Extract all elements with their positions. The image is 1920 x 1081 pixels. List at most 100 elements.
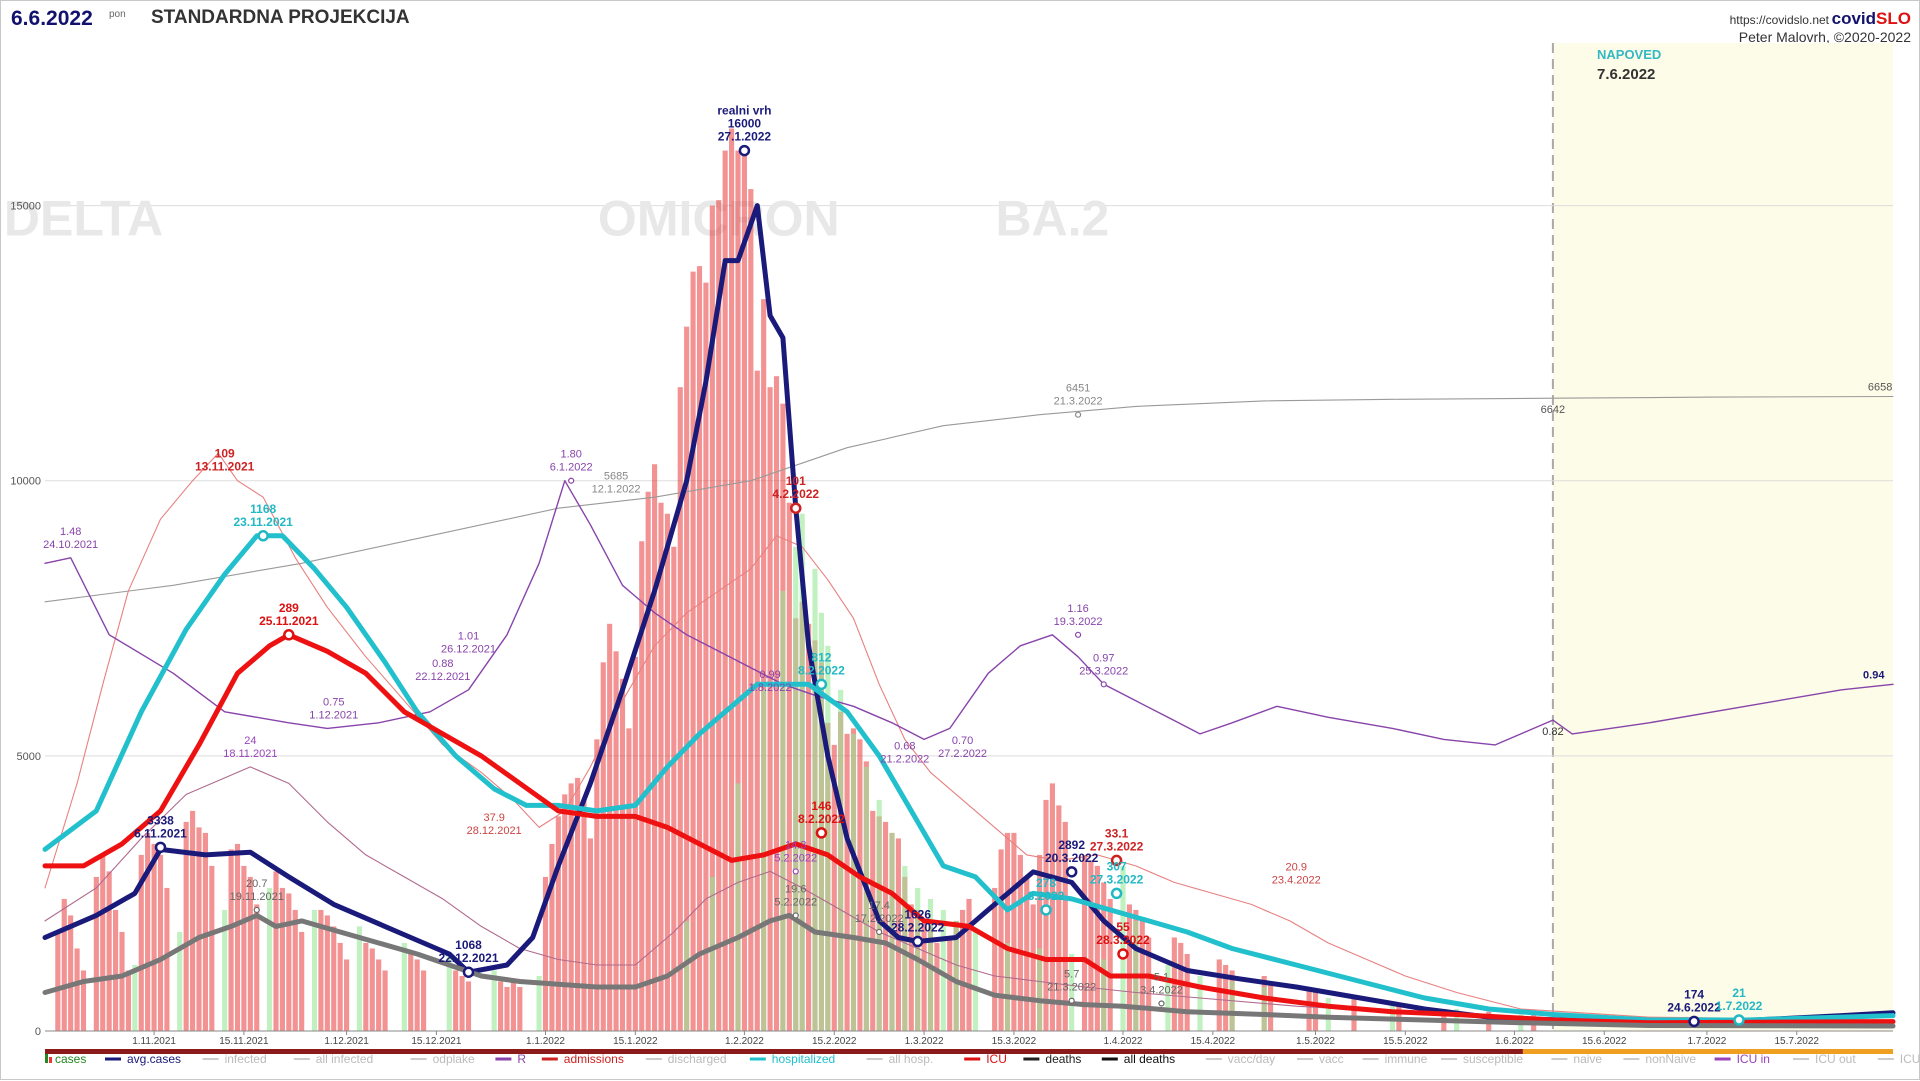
legend-item-vacc[interactable]: vacc: [1297, 1052, 1344, 1066]
cases-bar: [562, 794, 568, 1031]
annotation-text: 13.11.2021: [195, 460, 255, 474]
legend-item-deaths[interactable]: deaths: [1023, 1052, 1081, 1066]
legend-item-icu-out[interactable]: ICU out: [1793, 1052, 1856, 1066]
cases-bar: [619, 678, 626, 1031]
cases-bar: [363, 942, 369, 1031]
cases-bar: [517, 986, 523, 1031]
legend-item-discharged[interactable]: discharged: [645, 1052, 727, 1066]
x-tick-label: 15.12.2021: [411, 1036, 461, 1047]
annotation-text: 24.10.2021: [43, 539, 98, 551]
legend: cases avg.cases infected all infected odplak…: [45, 1052, 1920, 1066]
cases-bar: [1101, 882, 1107, 1031]
forecast-label: NAPOVED: [1597, 47, 1661, 62]
legend-bar-icon: [49, 1057, 52, 1063]
legend-item-all-deaths[interactable]: all deaths: [1101, 1052, 1175, 1066]
annotation-text: 1.01: [458, 630, 479, 642]
cases-bar: [709, 205, 715, 1031]
cases-bar: [632, 656, 638, 1031]
annotation-marker: [815, 678, 828, 691]
legend-item-odplake[interactable]: odplake: [410, 1052, 475, 1066]
icu_daily-line: [44, 766, 1894, 1021]
legend-item-icu-in[interactable]: ICU in: [1714, 1052, 1770, 1066]
annotation-text: realni vrh: [717, 104, 771, 118]
annotation-text: 8.2.2022: [798, 812, 845, 826]
cases-bar: [1030, 904, 1036, 1031]
cases-bar: [93, 876, 99, 1031]
legend-bar-icon: [45, 1054, 48, 1063]
cases-bar: [1312, 992, 1319, 1031]
annotation-text: 25.3.2022: [1079, 665, 1128, 677]
annotation-text: 19.6: [785, 883, 806, 895]
legend-item-all-hosp-[interactable]: all hosp.: [866, 1052, 934, 1066]
cases-bar: [1146, 937, 1152, 1031]
cases-bar: [453, 970, 459, 1031]
legend-item-hospitalized[interactable]: hospitalized: [749, 1052, 835, 1066]
legend-item-r[interactable]: R: [495, 1052, 526, 1066]
legend-item-immune[interactable]: immune: [1362, 1052, 1428, 1066]
legend-label: all hosp.: [889, 1052, 934, 1066]
hospitalized_daily-bar: [311, 909, 318, 1031]
site-url[interactable]: https://covidslo.net: [1729, 13, 1829, 27]
annotation-text: 109: [215, 447, 235, 461]
hospitalized_daily-bar: [793, 546, 799, 1031]
legend-label: admissions: [564, 1052, 624, 1066]
legend-item-nonnaive[interactable]: nonNaive: [1623, 1052, 1696, 1066]
variant-label: DELTA: [4, 191, 163, 247]
annotation-text: 22.12.2021: [438, 951, 498, 965]
annotation-marker: [815, 827, 828, 839]
x-tick-label: 1.3.2022: [905, 1036, 944, 1047]
legend-label: discharged: [668, 1052, 727, 1066]
annotation-text: 5685: [604, 471, 628, 483]
variant-labels: DELTA OMICRON BA.2: [4, 191, 1109, 247]
inline-value-label: 0.94: [1863, 669, 1885, 681]
cases-bar: [992, 887, 998, 1031]
legend-item-susceptible[interactable]: susceptible: [1441, 1052, 1523, 1066]
x-tick-label: 1.4.2022: [1104, 1036, 1143, 1047]
legend-item-icu-deaths[interactable]: ICU deaths: [1877, 1052, 1920, 1066]
legend-item-cases[interactable]: cases: [45, 1052, 86, 1066]
annotation-text: 278: [1036, 876, 1056, 890]
cases-bar: [100, 854, 106, 1031]
legend-label: immune: [1385, 1052, 1428, 1066]
annotation-text: 27.3.2022: [1090, 839, 1144, 853]
cases-bar: [273, 871, 279, 1031]
legend-item-vacc-day[interactable]: vacc/day: [1205, 1052, 1275, 1066]
legend-item-icu[interactable]: ICU: [964, 1052, 1007, 1066]
hospitalized_daily-bar: [972, 931, 978, 1031]
gridlines: [45, 205, 1893, 757]
legend-item-all-infected[interactable]: all infected: [293, 1052, 373, 1066]
legend-item-admissions[interactable]: admissions: [541, 1052, 624, 1066]
x-tick-label: 1.12.2021: [324, 1036, 369, 1047]
avg.cases-line: [42, 203, 1896, 1024]
cases-bar: [773, 376, 780, 1032]
timeline-past: [45, 1049, 1523, 1054]
brand-logo: covidSLO: [1832, 9, 1911, 29]
legend-item-naive[interactable]: naive: [1551, 1052, 1602, 1066]
cases-bar: [1088, 860, 1094, 1031]
cases-bar: [658, 502, 664, 1031]
cases-bar: [639, 541, 645, 1031]
cases-bar: [241, 865, 247, 1031]
x-tick-label: 1.11.2021: [132, 1036, 176, 1047]
legend-label: infected: [225, 1052, 267, 1066]
annotation-text: 1.16: [1067, 603, 1088, 615]
admissions_daily-line: [44, 452, 1894, 1021]
cases-bar: [1171, 937, 1177, 1031]
legend-item-avg-cases[interactable]: avg.cases: [105, 1052, 181, 1066]
annotation-text: 6451: [1066, 383, 1090, 395]
annotation-marker: [1074, 411, 1082, 418]
cases-bar: [299, 931, 305, 1031]
cases-bar: [324, 915, 330, 1031]
cases-bar: [947, 937, 953, 1031]
cases-bar: [119, 931, 125, 1031]
annotation-marker: [1158, 1000, 1165, 1007]
annotation-text: 4.2.2022: [772, 487, 819, 501]
cases-bar: [68, 915, 74, 1031]
legend-item-infected[interactable]: infected: [202, 1052, 267, 1066]
annotation-text: 22.12.2021: [415, 671, 470, 683]
cases-bar: [382, 970, 388, 1031]
cases-bar: [684, 326, 690, 1031]
annotation-text: 17.4: [868, 900, 889, 912]
cases-bar: [1107, 898, 1113, 1031]
